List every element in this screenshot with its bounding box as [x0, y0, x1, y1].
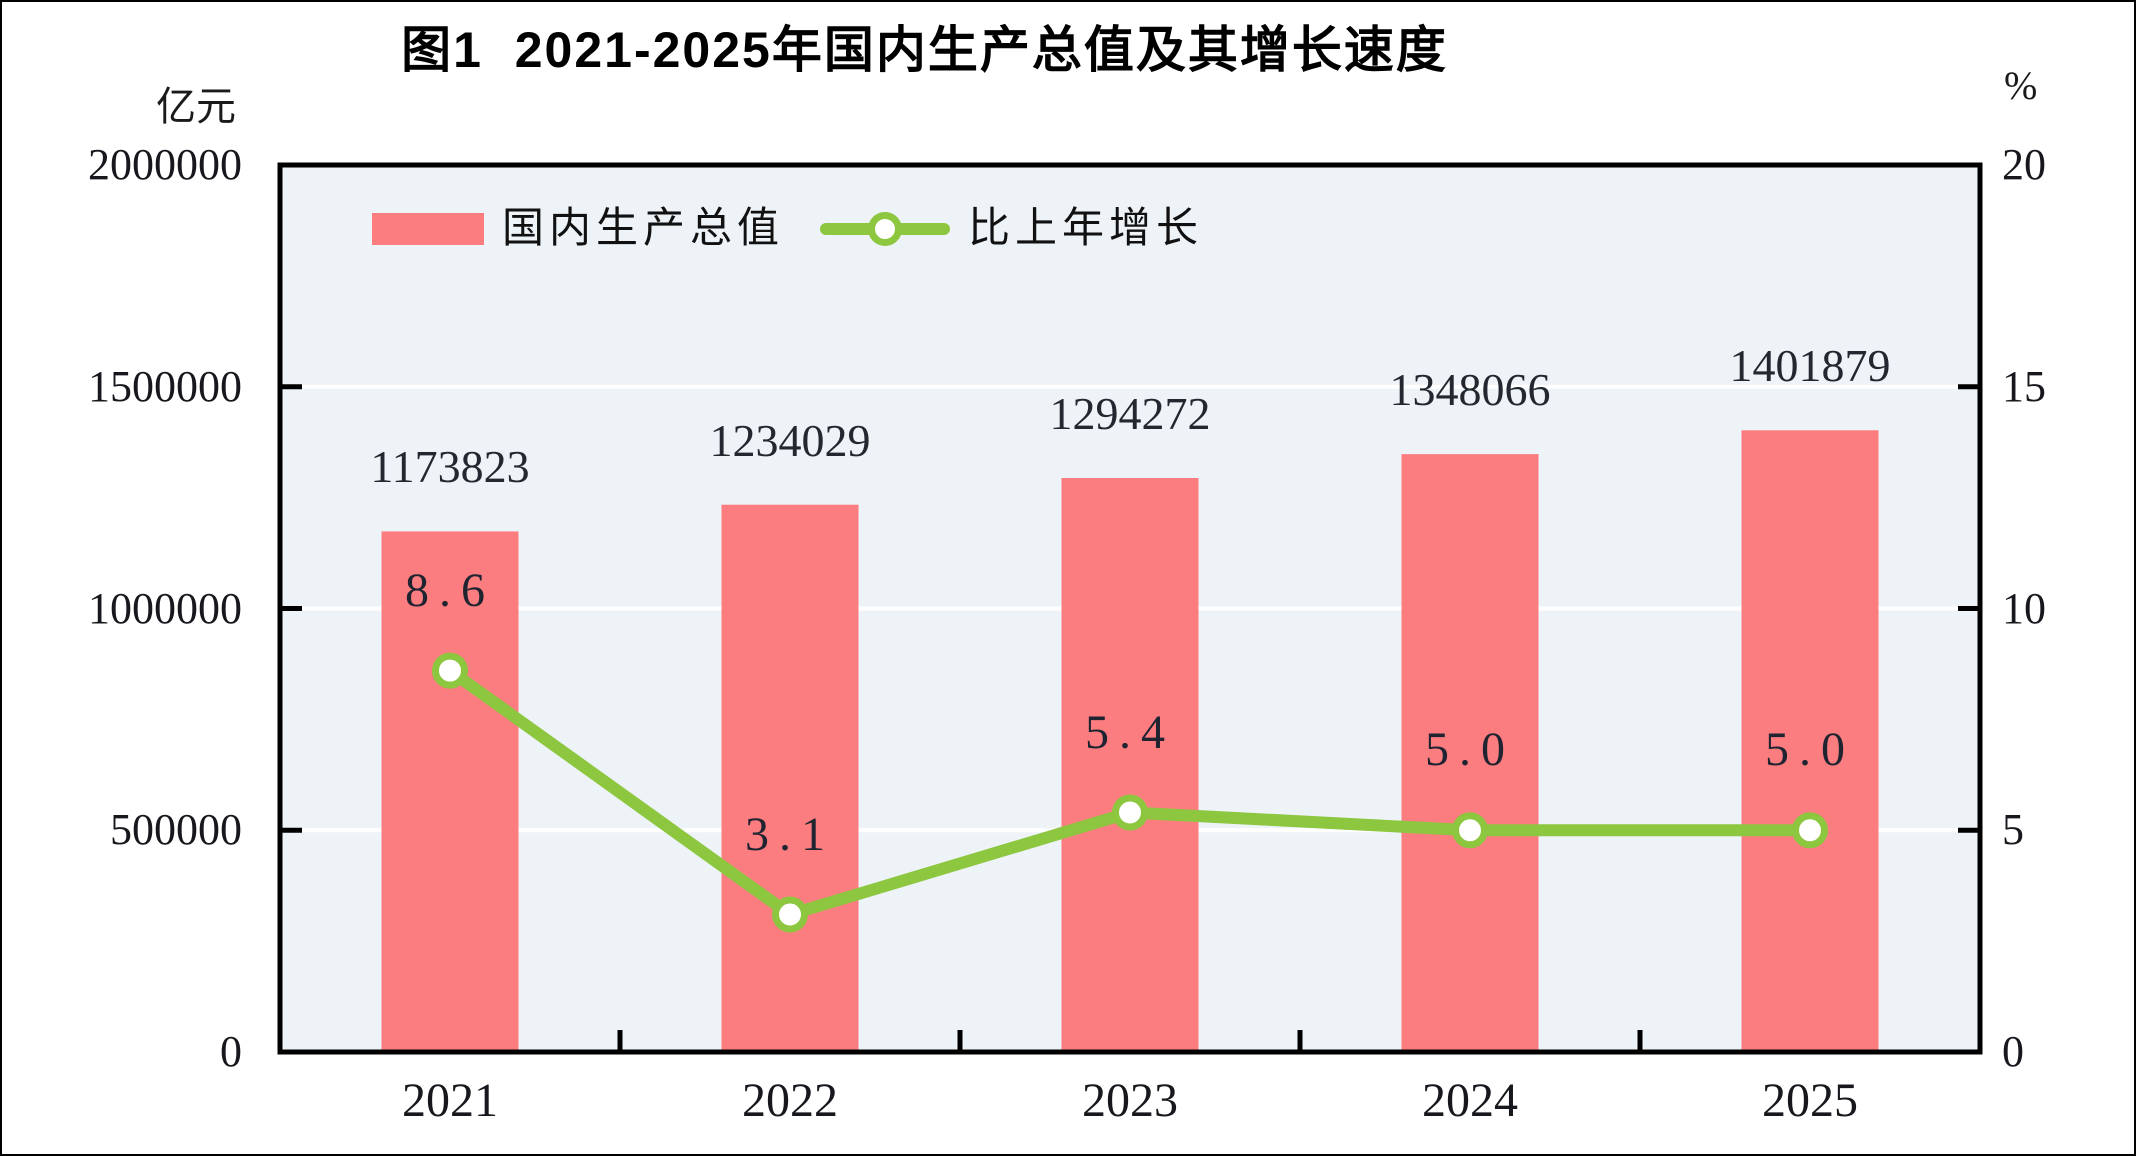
x-axis-label-2021: 2021	[402, 1074, 498, 1127]
gdp-bar-2022	[721, 504, 859, 1052]
growth-value-label-2022: 3.1	[745, 807, 835, 861]
gdp-bar-2025	[1741, 430, 1879, 1052]
growth-value-label-2024: 5.0	[1425, 723, 1515, 777]
right-axis-tick-15: 15	[2002, 361, 2046, 411]
left-axis-tick-1500000: 1500000	[88, 361, 242, 411]
growth-legend-dot	[868, 212, 903, 246]
gdp-bar-2021	[381, 531, 519, 1052]
x-axis-label-2025: 2025	[1762, 1074, 1858, 1127]
x-axis-label-2022: 2022	[742, 1074, 838, 1127]
chart-title: 图1 2021-2025年国内生产总值及其增长速度	[401, 22, 1448, 78]
left-axis-tick-1000000: 1000000	[88, 583, 242, 633]
x-axis-label-2024: 2024	[1422, 1074, 1518, 1127]
chart-legend: 国内生产总值 比上年增长	[372, 206, 1203, 252]
growth-value-label-2023: 5.4	[1085, 705, 1175, 759]
left-axis-tick-0: 0	[220, 1027, 242, 1076]
gdp-value-label-2024: 1348066	[1389, 364, 1551, 416]
gdp-value-label-2025: 1401879	[1729, 340, 1891, 392]
x-axis-label-2023: 2023	[1082, 1074, 1178, 1127]
growth-value-label-2025: 5.0	[1765, 723, 1855, 777]
gdp-legend-swatch	[372, 213, 484, 245]
right-axis-tick-20: 20	[2002, 140, 2046, 189]
growth-point-2025	[1792, 812, 1828, 849]
growth-value-label-2021: 8.6	[405, 563, 495, 617]
growth-point-2024	[1452, 812, 1488, 849]
left-axis-unit-label: 亿元	[156, 84, 236, 129]
growth-point-2021	[432, 652, 468, 689]
gdp-bar-2023	[1061, 477, 1199, 1052]
right-axis-unit-label: %	[2004, 63, 2038, 108]
gdp-value-label-2021: 1173823	[370, 441, 530, 493]
left-axis-tick-500000: 500000	[110, 805, 242, 855]
gdp-value-label-2023: 1294272	[1049, 387, 1211, 439]
growth-legend-label: 比上年增长	[968, 206, 1204, 252]
gdp-legend-label: 国内生产总值	[502, 206, 785, 252]
growth-legend-marker	[820, 209, 951, 249]
gdp-bar-2024	[1401, 454, 1539, 1053]
left-axis-tick-2000000: 2000000	[88, 140, 242, 189]
gdp-value-label-2022: 1234029	[709, 414, 871, 466]
growth-point-2023	[1112, 794, 1148, 831]
right-axis-tick-10: 10	[2002, 583, 2046, 633]
right-axis-tick-0: 0	[2002, 1027, 2024, 1076]
growth-point-2022	[772, 896, 808, 933]
right-axis-tick-5: 5	[2002, 805, 2024, 855]
